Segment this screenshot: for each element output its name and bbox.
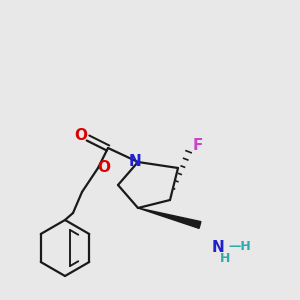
Text: O: O [74, 128, 88, 143]
Text: —H: —H [228, 239, 251, 253]
Text: N: N [129, 154, 141, 169]
Text: O: O [98, 160, 110, 175]
Text: H: H [220, 251, 230, 265]
Text: N: N [212, 241, 224, 256]
Text: F: F [193, 137, 203, 152]
Polygon shape [138, 208, 201, 228]
